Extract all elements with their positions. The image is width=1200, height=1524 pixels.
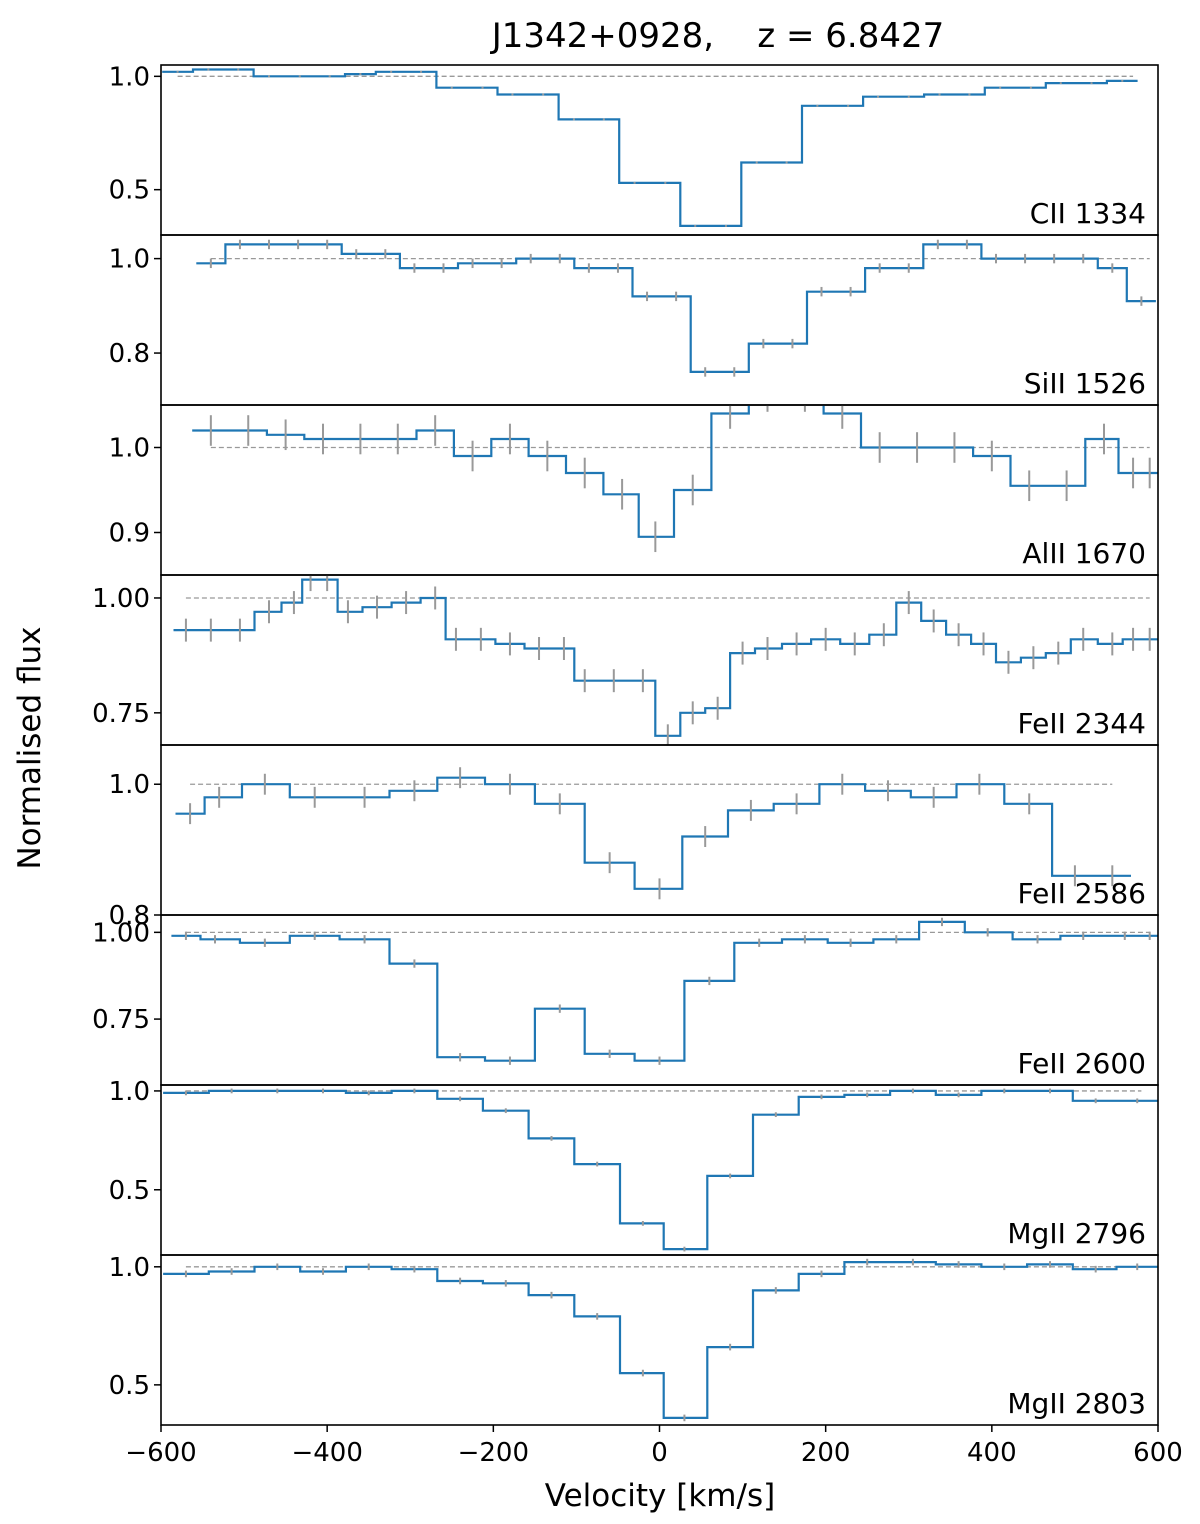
panel-alii-1670: 0.9 1.0 AlII 1670: [109, 404, 1159, 576]
panel-label: MgII 2803: [1007, 1387, 1146, 1420]
panel-label: FeII 2600: [1018, 1047, 1146, 1080]
y-tick-label: 1.0: [109, 1253, 150, 1283]
flux-spectrum: [162, 68, 1138, 227]
y-axis-label: Normalised flux: [12, 626, 48, 869]
x-tick-label: −600: [125, 1438, 196, 1468]
flux-spectrum: [196, 243, 1156, 373]
panel-label: AlII 1670: [1022, 537, 1146, 570]
panel-label: FeII 2586: [1018, 877, 1146, 910]
y-tick-label: 0.75: [92, 699, 150, 729]
x-tick-label: −200: [458, 1438, 529, 1468]
panel-feii-2586: 0.8 1.0 FeII 2586: [109, 744, 1159, 931]
y-tick-label: 0.75: [92, 1005, 150, 1035]
y-tick-label: 1.0: [109, 62, 150, 92]
panel-label: SiII 1526: [1024, 367, 1146, 400]
y-tick-label: 1.0: [109, 1077, 150, 1107]
flux-spectrum: [171, 920, 1158, 1062]
flux-spectrum: [173, 578, 1158, 737]
x-tick-label: −400: [291, 1438, 362, 1468]
y-tick-label: 1.0: [109, 434, 150, 464]
y-tick-label: 0.8: [109, 339, 150, 369]
y-tick-label: 1.00: [92, 584, 150, 614]
flux-spectrum: [192, 405, 1158, 538]
panel-frame: [160, 404, 1159, 576]
panel-mgii-2796: 0.5 1.0 MgII 2796: [109, 1077, 1159, 1256]
panel-siii-1526: 0.8 1.0 SiII 1526: [109, 234, 1159, 406]
plot-area: [196, 239, 1156, 377]
x-tick-label: 400: [967, 1438, 1017, 1468]
y-tick-label: 0.5: [109, 176, 150, 206]
plot-area: [192, 405, 1158, 553]
y-tick-label: 0.5: [109, 1176, 150, 1206]
chart-title: J1342+0928, z = 6.8427: [490, 16, 945, 56]
plot-area: [163, 1258, 1158, 1422]
x-axis-label: Velocity [km/s]: [545, 1478, 775, 1514]
panel-cii-1334: 0.5 1.0 CII 1334: [109, 62, 1159, 236]
x-tick-label: 0: [651, 1438, 668, 1468]
y-tick-label: 0.5: [109, 1371, 150, 1401]
x-tick-label: 600: [1133, 1438, 1183, 1468]
panel-feii-2344: 0.75 1.00 FeII 2344: [92, 574, 1159, 746]
panel-feii-2600: 0.75 1.00 FeII 2600: [92, 914, 1159, 1086]
flux-spectrum: [175, 776, 1131, 890]
plot-area: [175, 767, 1131, 900]
y-tick-label: 1.0: [109, 245, 150, 275]
y-tick-label: 1.00: [92, 918, 150, 948]
panel-frame: [160, 234, 1159, 406]
panel-mgii-2803: 0.5 1.0 MgII 2803: [109, 1253, 1159, 1432]
y-tick-label: 1.0: [109, 770, 150, 800]
plot-area: [163, 1088, 1158, 1252]
y-tick-label: 0.9: [109, 519, 150, 549]
panel-label: CII 1334: [1030, 197, 1146, 230]
plot-area: [162, 68, 1138, 227]
plot-area: [171, 917, 1158, 1065]
plot-area: [173, 575, 1158, 745]
y-tick-label: 0.8: [109, 901, 150, 931]
panel-label: FeII 2344: [1018, 707, 1146, 740]
spectrum-panels: 0.5 1.0 CII 1334 0.8 1.0 SiII 1526 0.9 1.0 AlII …: [92, 62, 1183, 1468]
x-tick-label: 200: [801, 1438, 851, 1468]
panel-frame: [160, 64, 1159, 236]
flux-spectrum: [163, 1261, 1158, 1419]
panel-label: MgII 2796: [1007, 1217, 1146, 1250]
